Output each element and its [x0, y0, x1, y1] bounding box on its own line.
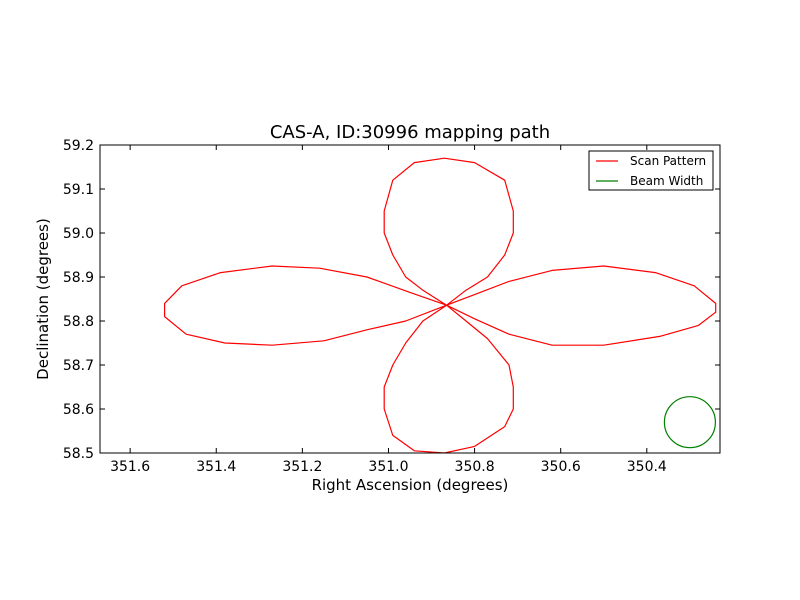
legend-label-scan-pattern: Scan Pattern	[630, 154, 706, 168]
x-tick-label: 351.4	[196, 459, 236, 475]
y-tick-label: 58.9	[63, 270, 94, 286]
x-tick-label: 351.2	[282, 459, 322, 475]
x-tick-label: 351.0	[368, 459, 408, 475]
y-tick-label: 58.6	[63, 402, 94, 418]
legend: Scan Pattern Beam Width	[588, 150, 714, 191]
y-tick-label: 58.7	[63, 358, 94, 374]
legend-label-beam-width: Beam Width	[630, 174, 703, 188]
x-tick-label: 350.8	[455, 459, 495, 475]
y-tick-label: 59.0	[63, 226, 94, 242]
x-tick-label: 350.6	[541, 459, 581, 475]
plot-area	[164, 157, 717, 453]
chart-title: CAS-A, ID:30996 mapping path	[270, 122, 550, 143]
beam-width-circle	[663, 396, 717, 449]
y-tick-label: 58.8	[63, 314, 94, 330]
y-tick-label: 58.5	[63, 446, 94, 462]
x-axis-label: Right Ascension (degrees)	[312, 476, 509, 494]
x-tick-label: 350.4	[627, 459, 667, 475]
axis-ticks: 351.6 351.4 351.2 351.0 350.8 350.6 350.4 58.5 5…	[63, 138, 720, 475]
y-tick-label: 59.1	[63, 182, 94, 198]
y-tick-label: 59.2	[63, 138, 94, 154]
axes-frame	[99, 144, 721, 454]
x-tick-label: 351.6	[110, 459, 150, 475]
legend-box	[588, 150, 714, 191]
y-axis-label: Declination (degrees)	[34, 218, 52, 380]
scan-pattern-line	[164, 157, 717, 453]
